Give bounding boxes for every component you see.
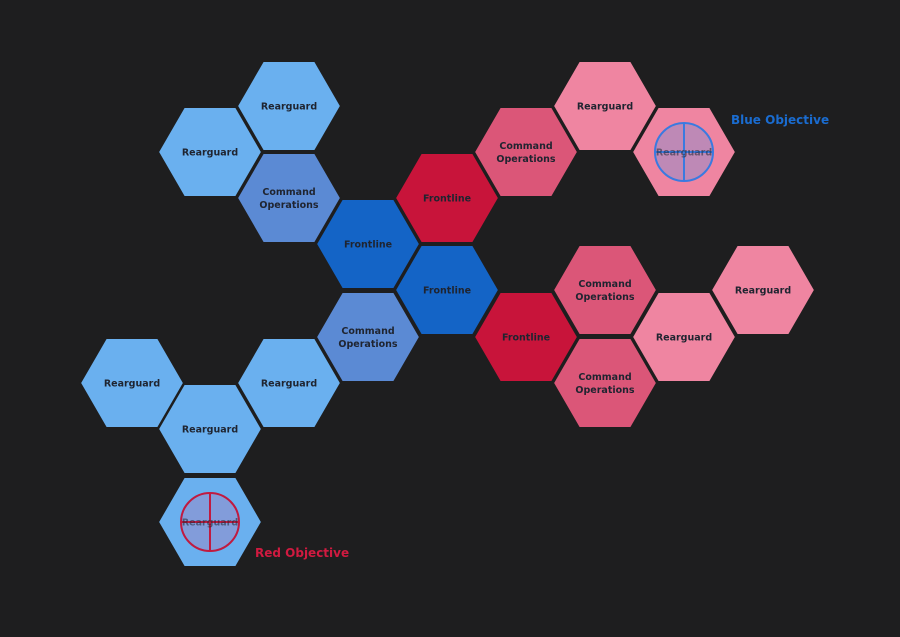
hex-label: Operations (575, 385, 635, 396)
hex-label: Command (262, 187, 315, 198)
hex-tile-b-rear-obj[interactable]: Rearguard (156, 475, 264, 569)
hex-shape (393, 151, 501, 245)
hex-label: Rearguard (261, 102, 317, 113)
hex-label: Rearguard (577, 102, 633, 113)
hex-tile-r-cmd-2[interactable]: Command Operations (551, 243, 659, 337)
hex-label: Rearguard (182, 425, 238, 436)
hex-shape (156, 105, 264, 199)
hex-tile-b-rear-3[interactable]: Rearguard (235, 336, 343, 430)
hex-shape (709, 243, 817, 337)
red-objective-marker-icon (180, 492, 240, 552)
hex-label: Frontline (344, 240, 392, 251)
blue-objective-marker-icon (654, 122, 714, 182)
hex-label: Rearguard (182, 518, 238, 529)
hex-shape (472, 290, 580, 384)
hex-shape (156, 382, 264, 476)
hex-label: Command (578, 372, 631, 383)
hex-tile-r-rear-2[interactable]: Rearguard (630, 290, 738, 384)
hex-tile-b-rear-1[interactable]: Rearguard (156, 105, 264, 199)
hex-label: Rearguard (104, 379, 160, 390)
hex-shape (472, 105, 580, 199)
hex-shape (314, 197, 422, 291)
hex-tile-b-front-1[interactable]: Frontline (314, 197, 422, 291)
hex-shape (551, 243, 659, 337)
hex-label: Rearguard (656, 148, 712, 159)
hex-label: Rearguard (656, 333, 712, 344)
hex-label: Command (578, 279, 631, 290)
hex-tile-r-rear-1[interactable]: Rearguard (551, 59, 659, 153)
hex-tile-r-cmd-1[interactable]: Command Operations (472, 105, 580, 199)
hex-shape (235, 151, 343, 245)
hex-tile-b-rear-5[interactable]: Rearguard (156, 382, 264, 476)
hex-tile-b-rear-2[interactable]: Rearguard (235, 59, 343, 153)
hex-shape (235, 336, 343, 430)
hex-tile-b-cmd-1[interactable]: Command Operations (235, 151, 343, 245)
hex-label: Frontline (423, 286, 471, 297)
blue-objective-label: Blue Objective (731, 113, 830, 127)
hex-label: Operations (575, 292, 635, 303)
hex-tile-r-cmd-3[interactable]: Command Operations (551, 336, 659, 430)
hex-label: Command (341, 326, 394, 337)
hex-tile-b-front-2[interactable]: Frontline (393, 243, 501, 337)
hex-label: Frontline (502, 333, 550, 344)
hex-shape (235, 59, 343, 153)
hex-shape (393, 243, 501, 337)
hex-label: Rearguard (735, 286, 791, 297)
hex-tile-r-rear-3[interactable]: Rearguard (709, 243, 817, 337)
hex-shape (551, 59, 659, 153)
hex-shape (630, 290, 738, 384)
hex-label: Operations (338, 339, 398, 350)
hex-label: Command (499, 141, 552, 152)
hex-label: Frontline (423, 194, 471, 205)
hex-shape (551, 336, 659, 430)
red-objective-label: Red Objective (255, 546, 350, 560)
hex-tile-r-front-2[interactable]: Frontline (472, 290, 580, 384)
hex-label: Operations (259, 200, 319, 211)
hex-label: Rearguard (261, 379, 317, 390)
hex-label: Operations (496, 154, 556, 165)
hex-tile-r-rear-obj[interactable]: Rearguard (630, 105, 738, 199)
hex-label: Rearguard (182, 148, 238, 159)
hex-tile-b-cmd-2[interactable]: Command Operations (314, 290, 422, 384)
hex-shape (314, 290, 422, 384)
hex-tile-r-front-1[interactable]: Frontline (393, 151, 501, 245)
